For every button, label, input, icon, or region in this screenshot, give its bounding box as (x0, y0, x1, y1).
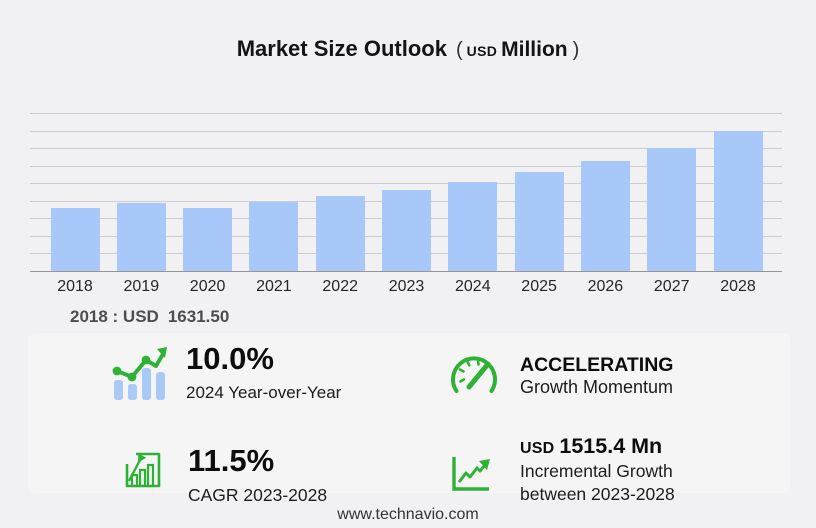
x-axis-label: 2022 (322, 278, 358, 295)
gauge-icon (451, 356, 497, 393)
stat-incremental-caption-line2: between 2023-2028 (520, 483, 675, 504)
x-axis-label: 2026 (587, 278, 624, 295)
bar-2018 (50, 207, 100, 271)
bar-2020 (183, 207, 233, 271)
bar-2019 (116, 202, 166, 271)
bar-2025 (514, 171, 564, 271)
bar-2027 (647, 147, 697, 271)
stats-panel (28, 333, 791, 493)
x-axis-line (30, 270, 782, 272)
x-axis-label: 2027 (653, 278, 690, 295)
line-graph-axes-icon (452, 457, 490, 491)
gridline (30, 165, 782, 167)
unit-close-paren: ) (572, 39, 580, 61)
x-axis-label: 2021 (256, 278, 292, 295)
x-axis-label: 2018 (57, 278, 93, 295)
x-axis-label: 2025 (521, 278, 557, 295)
bar-2023 (382, 189, 431, 271)
bar-2026 (580, 160, 630, 271)
stat-momentum-caption: Growth Momentum (520, 377, 674, 397)
stat-cagr-caption: CAGR 2023-2028 (188, 485, 328, 505)
website-url: www.technavio.com (337, 506, 479, 523)
stat-momentum-value: ACCELERATING (520, 354, 674, 376)
x-axis-label: 2019 (123, 278, 160, 295)
gridline (30, 113, 782, 114)
unit-word: Million (501, 38, 568, 61)
stat-yoy-value: 10.0% (186, 341, 274, 376)
bar-2022 (315, 196, 365, 271)
stat-incremental-amount: 1515.4 Mn (559, 434, 663, 458)
bar-2021 (249, 202, 299, 271)
gridline (30, 183, 782, 184)
market-size-bar-chart: 2018 2019 2020 2021 2022 2023 2024 2025 2026 2027… (30, 113, 782, 295)
stat-incremental-caption-line1: Incremental Growth (520, 461, 673, 481)
bar-2028 (713, 131, 763, 271)
annotation-value: 1631.50 (167, 307, 230, 326)
x-axis-label: 2028 (720, 278, 756, 295)
page-title: Market Size Outlook (USD Million) (0, 36, 816, 62)
x-axis-label: 2020 (189, 278, 226, 295)
bar-2024 (448, 181, 498, 271)
unit-currency: USD (466, 43, 498, 59)
gridline (30, 130, 782, 132)
first-year-value-annotation: 2018 : USD 1631.50 (70, 307, 229, 327)
page-title-main: Market Size Outlook (236, 36, 447, 61)
x-axis-label: 2023 (388, 278, 425, 295)
stat-incremental-value: USD 1515.4 Mn (520, 434, 662, 459)
unit-open-paren: ( (455, 39, 463, 61)
bar-chart-trend-icon (112, 347, 167, 400)
annotation-label: 2018 : USD (70, 307, 159, 326)
stat-incremental-currency: USD (520, 440, 555, 457)
stat-incremental-caption: Incremental Growth between 2023-2028 (520, 460, 675, 505)
x-axis-label: 2024 (455, 278, 491, 295)
stat-cagr-value: 11.5% (188, 443, 275, 478)
gridline (30, 148, 782, 149)
stat-yoy-caption: 2024 Year-over-Year (186, 383, 342, 402)
chart-growth-frame-icon (125, 452, 161, 488)
